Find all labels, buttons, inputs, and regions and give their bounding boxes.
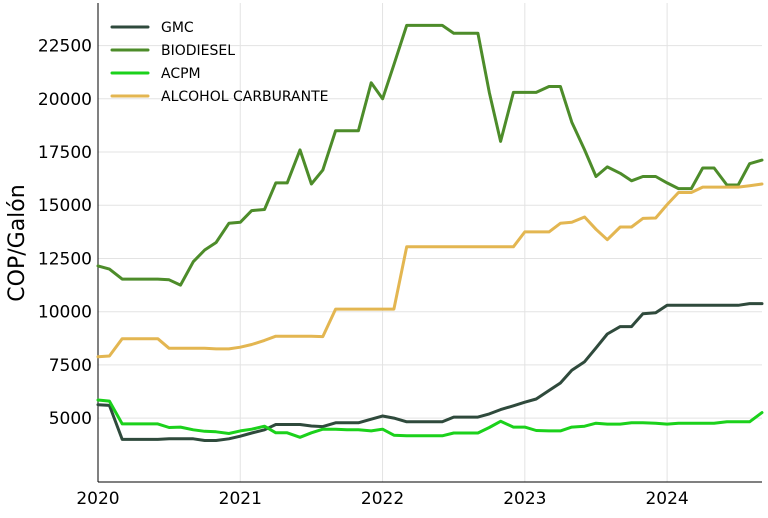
y-tick-label: 7500	[49, 356, 92, 376]
y-tick-label: 20000	[38, 90, 92, 110]
x-tick-label: 2022	[361, 489, 404, 509]
series-lines	[96, 23, 764, 442]
series-line-alcohol-carburante	[96, 182, 764, 359]
legend-label-biodiesel: BIODIESEL	[161, 43, 235, 59]
axes	[97, 3, 762, 483]
x-tick-label: 2021	[219, 489, 262, 509]
legend-label-acpm: ACPM	[161, 66, 201, 82]
y-tick-label: 12500	[38, 249, 92, 269]
x-tick-label: 2024	[645, 489, 688, 509]
y-tick-label: 5000	[49, 409, 92, 429]
series-line-gmc	[96, 302, 764, 442]
y-tick-labels: 5000 7500 10000 12500 15000 17500 20000 22500	[38, 37, 92, 430]
x-tick-label: 2023	[503, 489, 546, 509]
y-tick-label: 22500	[38, 37, 92, 57]
series-line-biodiesel	[96, 23, 764, 287]
x-tick-label: 2020	[76, 489, 119, 509]
grid	[97, 3, 762, 482]
legend: GMC BIODIESEL ACPM ALCOHOL CARBURANTE	[110, 20, 329, 105]
y-axis-title: COP/Galón	[5, 184, 30, 301]
y-tick-label: 17500	[38, 143, 92, 163]
series-line-acpm	[96, 398, 764, 439]
y-tick-label: 15000	[38, 196, 92, 216]
y-tick-label: 10000	[38, 303, 92, 323]
x-tick-labels: 2020 2021 2022 2023 2024	[76, 489, 688, 509]
legend-label-alcohol-carburante: ALCOHOL CARBURANTE	[161, 89, 329, 105]
legend-label-gmc: GMC	[161, 20, 194, 36]
